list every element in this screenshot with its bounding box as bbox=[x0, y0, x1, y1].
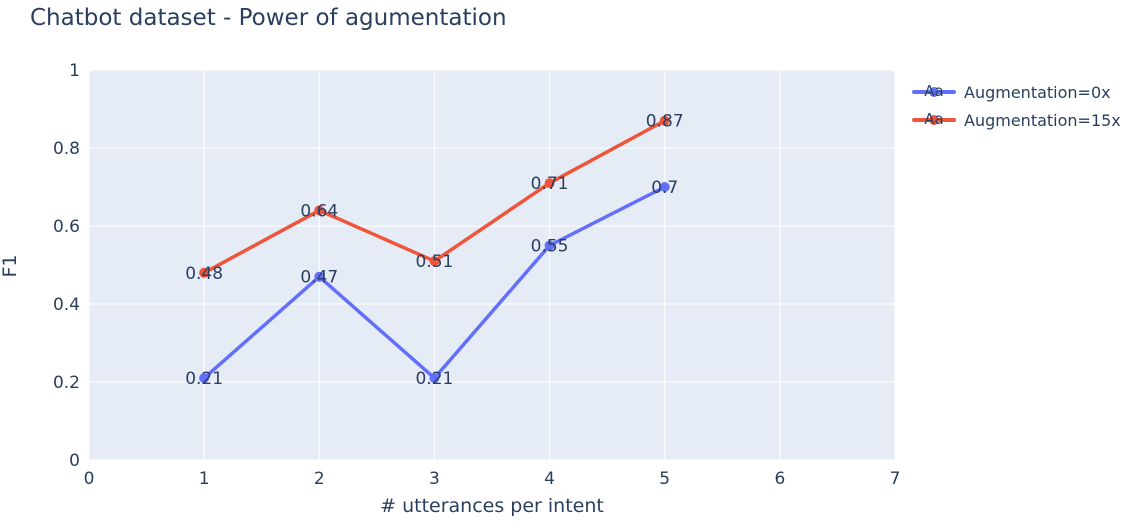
data-label-augmentation-0x: 0.21 bbox=[415, 369, 453, 389]
x-tick-label: 7 bbox=[890, 469, 901, 489]
data-label-augmentation-15x: 0.71 bbox=[531, 174, 569, 194]
legend-item-label: Augmentation=0x bbox=[964, 82, 1111, 102]
x-tick-label: 6 bbox=[774, 469, 785, 489]
data-label-augmentation-0x: 0.55 bbox=[531, 237, 569, 257]
legend-item[interactable]: Aa Augmentation=0x bbox=[912, 78, 1121, 106]
legend-marker-icon bbox=[929, 87, 939, 97]
data-point-augmentation-15x bbox=[314, 205, 325, 216]
x-tick-label: 4 bbox=[544, 469, 555, 489]
data-point-augmentation-15x bbox=[199, 267, 210, 278]
data-point-augmentation-0x bbox=[429, 373, 440, 384]
chart-title: Chatbot dataset - Power of agumentation bbox=[30, 5, 507, 31]
data-point-augmentation-15x bbox=[429, 256, 440, 267]
legend-text-sample: Aa bbox=[924, 110, 944, 128]
y-tick-label: 0.8 bbox=[53, 139, 80, 159]
data-label-augmentation-0x: 0.47 bbox=[300, 268, 338, 288]
y-tick-label: 0 bbox=[69, 451, 80, 471]
legend: Aa Augmentation=0x Aa Augmentation=15x bbox=[912, 78, 1121, 134]
legend-marker-icon bbox=[929, 115, 939, 125]
data-point-augmentation-15x bbox=[544, 178, 555, 189]
legend-item-label: Augmentation=15x bbox=[964, 110, 1121, 130]
data-label-augmentation-15x: 0.51 bbox=[415, 252, 453, 272]
legend-swatch: Aa bbox=[912, 82, 956, 101]
y-tick-label: 0.4 bbox=[53, 295, 80, 315]
data-point-augmentation-0x bbox=[199, 373, 210, 384]
plot-background bbox=[89, 70, 895, 460]
data-point-augmentation-0x bbox=[314, 271, 325, 282]
data-point-augmentation-0x bbox=[544, 240, 555, 251]
data-label-augmentation-0x: 0.21 bbox=[185, 369, 223, 389]
y-tick-label: 0.6 bbox=[53, 217, 80, 237]
x-axis-title: # utterances per intent bbox=[380, 495, 604, 517]
y-tick-label: 0.2 bbox=[53, 373, 80, 393]
data-point-augmentation-15x bbox=[659, 115, 670, 126]
legend-swatch: Aa bbox=[912, 110, 956, 129]
y-axis-title: F1 bbox=[0, 254, 21, 278]
y-tick-label: 1 bbox=[69, 61, 80, 81]
data-point-augmentation-0x bbox=[659, 182, 670, 192]
data-label-augmentation-15x: 0.48 bbox=[185, 264, 223, 284]
x-tick-label: 0 bbox=[84, 469, 95, 489]
x-tick-label: 2 bbox=[314, 469, 325, 489]
legend-text-sample: Aa bbox=[924, 82, 944, 100]
x-tick-label: 1 bbox=[199, 469, 210, 489]
x-tick-label: 3 bbox=[429, 469, 440, 489]
data-label-augmentation-0x: 0.7 bbox=[651, 178, 678, 198]
data-label-augmentation-15x: 0.64 bbox=[300, 201, 338, 221]
x-tick-label: 5 bbox=[659, 469, 670, 489]
legend-item[interactable]: Aa Augmentation=15x bbox=[912, 106, 1121, 134]
data-label-augmentation-15x: 0.87 bbox=[646, 112, 684, 132]
